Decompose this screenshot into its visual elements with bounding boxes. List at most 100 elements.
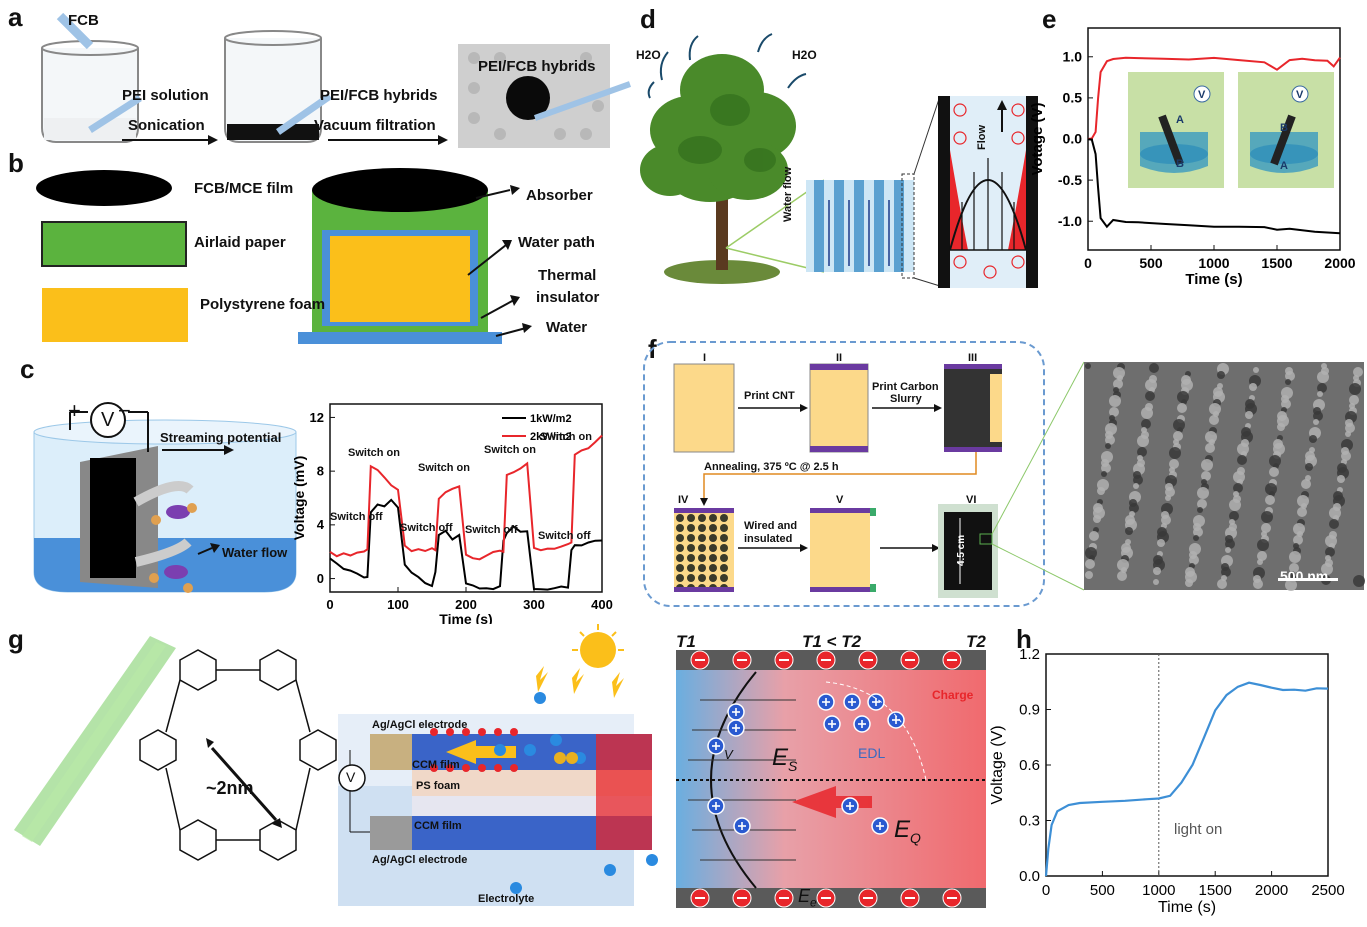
sem-grain: [1197, 499, 1207, 509]
t1-label: T1: [676, 632, 696, 651]
flow-vertical-label: Flow: [976, 124, 988, 150]
sem-grain: [1353, 375, 1359, 381]
sem-grain: [1197, 487, 1209, 499]
inset-v-right: V: [1296, 89, 1304, 101]
streaming-potential-label: Streaming potential: [160, 430, 282, 445]
sem-grain: [1193, 535, 1199, 541]
sem-grain: [1141, 419, 1151, 429]
sem-grain: [1297, 507, 1307, 517]
sem-grain: [1249, 383, 1257, 391]
cnt-dot: [687, 524, 695, 532]
sem-grain: [1137, 435, 1149, 447]
sem-grain: [1305, 451, 1315, 461]
panel-e-insets: [1128, 72, 1334, 188]
x-tick-label: 400: [591, 597, 613, 612]
sem-grain: [1237, 443, 1249, 455]
eq-symbol: E: [894, 816, 911, 843]
y-axis-label: Votage (V): [1030, 102, 1046, 175]
sem-grain: [1325, 535, 1337, 547]
sem-grain: [1113, 387, 1119, 393]
series-line-0: [329, 498, 603, 591]
sem-grain: [1141, 407, 1153, 419]
absorber-label: Absorber: [526, 187, 593, 204]
sem-grain: [1269, 467, 1279, 477]
series-line-0: [1087, 56, 1341, 140]
x-tick-label: 300: [523, 597, 545, 612]
sem-grain: [1257, 559, 1263, 565]
cnt-dot: [720, 574, 728, 582]
sem-grain: [1325, 555, 1331, 561]
x-tick-label: 0: [326, 597, 333, 612]
sem-grain: [1297, 495, 1309, 507]
water-label: Water: [546, 319, 588, 336]
sem-grain: [1125, 527, 1133, 535]
ccm-film-bottom: CCM film: [414, 820, 462, 832]
sem-grain: [1085, 559, 1095, 569]
y-tick-label: -1.0: [1058, 213, 1082, 229]
panel-label-b: b: [8, 148, 24, 178]
sem-grain: [1277, 423, 1285, 431]
vacuum-label: Vacuum filtration: [314, 117, 436, 134]
water-flow-vertical-label: Water flow: [782, 166, 794, 222]
sem-grain: [1317, 391, 1323, 397]
panel-a-diagram: [41, 12, 632, 148]
sem-grain: [1145, 391, 1155, 401]
chart-c: 0 100 200 300 400 0 4 8 12 Time (s) Voltage (mV) 1k…: [294, 403, 613, 624]
sem-grain: [1273, 439, 1283, 449]
light-on-label: light on: [1174, 821, 1223, 838]
chart-h: 0 500 1000 1500 2000 2500 0.0 0.3 0.6 0.9 1.2 Time …: [990, 646, 1345, 916]
y-tick-label: 0.0: [1063, 131, 1083, 147]
eq-label: EQ: [894, 816, 921, 846]
sem-grain: [1117, 559, 1129, 571]
annotation-switch-off-2: Switch off: [400, 522, 453, 534]
pei-solution-label: PEI solution: [122, 87, 209, 104]
cnt-dot: [698, 544, 706, 552]
fcb-label: FCB: [68, 12, 99, 29]
cnt-dot: [687, 514, 695, 522]
sem-grain: [1345, 419, 1353, 427]
es-label: ES: [772, 744, 797, 774]
sem-grain: [1201, 459, 1213, 471]
sem-grain: [1205, 443, 1215, 453]
panel-label-h: h: [1016, 624, 1032, 654]
sem-grain: [1157, 527, 1167, 537]
sem-grain: [1313, 407, 1321, 415]
sem-grain: [1109, 395, 1121, 407]
sem-grain: [1233, 471, 1245, 483]
sem-grain: [1205, 431, 1217, 443]
legend-label-1: 2kW/m2: [530, 431, 572, 443]
sem-grain: [1237, 455, 1247, 465]
cnt-dot: [676, 544, 684, 552]
step-iv: IV: [678, 494, 689, 506]
t2-label: T2: [966, 632, 986, 651]
y-tick-label: 12: [310, 410, 324, 425]
cnt-dot: [720, 514, 728, 522]
sem-grain: [1141, 427, 1147, 433]
sem-grain: [1317, 383, 1327, 393]
sem-grain: [1109, 415, 1115, 421]
sem-grain: [1165, 483, 1173, 491]
sem-grain: [1217, 579, 1227, 589]
sem-grain: [1161, 511, 1169, 519]
sem-grain: [1285, 379, 1291, 385]
v-small-label: V: [724, 747, 733, 762]
y-tick-label: 0.5: [1063, 90, 1083, 106]
y-tick-label: 0: [317, 571, 324, 586]
sem-grain: [1173, 431, 1183, 441]
annotation-switch-off-3: Switch off: [465, 524, 518, 536]
sem-grain: [1181, 375, 1191, 385]
cnt-dot: [676, 564, 684, 572]
sem-grain: [1101, 471, 1107, 477]
y-axis-label: Voltage (mV): [294, 456, 307, 541]
y-tick-label: 8: [317, 463, 324, 478]
x-tick-label: 2500: [1311, 882, 1344, 899]
x-tick-label: 100: [387, 597, 409, 612]
sem-grain: [1085, 547, 1097, 559]
panel-g-left-diagram: [14, 624, 658, 906]
cnt-dot: [698, 524, 706, 532]
sem-grain: [1281, 395, 1289, 403]
sem-grain: [1153, 567, 1161, 575]
ag-electrode-bottom: Ag/AgCl electrode: [372, 854, 468, 866]
step-v: V: [836, 494, 844, 506]
sem-grain: [1245, 399, 1255, 409]
